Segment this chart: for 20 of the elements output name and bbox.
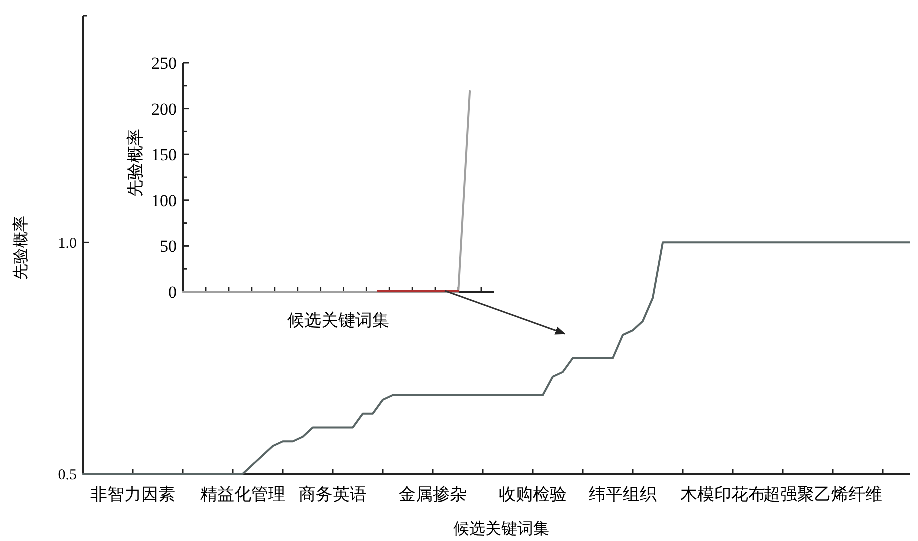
y-tick-label: 150 [152, 146, 177, 165]
y-tick-label: 250 [152, 54, 177, 73]
x-tick-label: 非智力因素 [90, 485, 176, 504]
y-tick-label: 50 [160, 237, 177, 256]
y-tick-label: 0 [168, 282, 177, 302]
y-axis-title: 先验概率 [126, 129, 145, 197]
x-tick-label: 木模印花布 [680, 485, 766, 504]
x-axis-title: 候选关键词集 [288, 311, 390, 330]
y-tick-label: 0.5 [58, 467, 77, 484]
x-tick-label: 超强聚乙烯纤维 [764, 485, 882, 504]
y-tick-label: 100 [152, 191, 177, 210]
x-tick-label: 精益化管理 [200, 485, 286, 504]
x-tick-label: 金属掺杂 [399, 485, 467, 504]
y-tick-label: 1.0 [58, 236, 77, 252]
x-tick-label: 收购检验 [499, 485, 567, 504]
x-tick-label: 纬平组织 [589, 485, 657, 504]
y-axis-title: 先验概率 [12, 216, 30, 280]
y-tick-label: 200 [152, 100, 177, 119]
x-axis-title: 候选关键词集 [454, 520, 550, 538]
x-tick-label: 商务英语 [299, 485, 367, 504]
